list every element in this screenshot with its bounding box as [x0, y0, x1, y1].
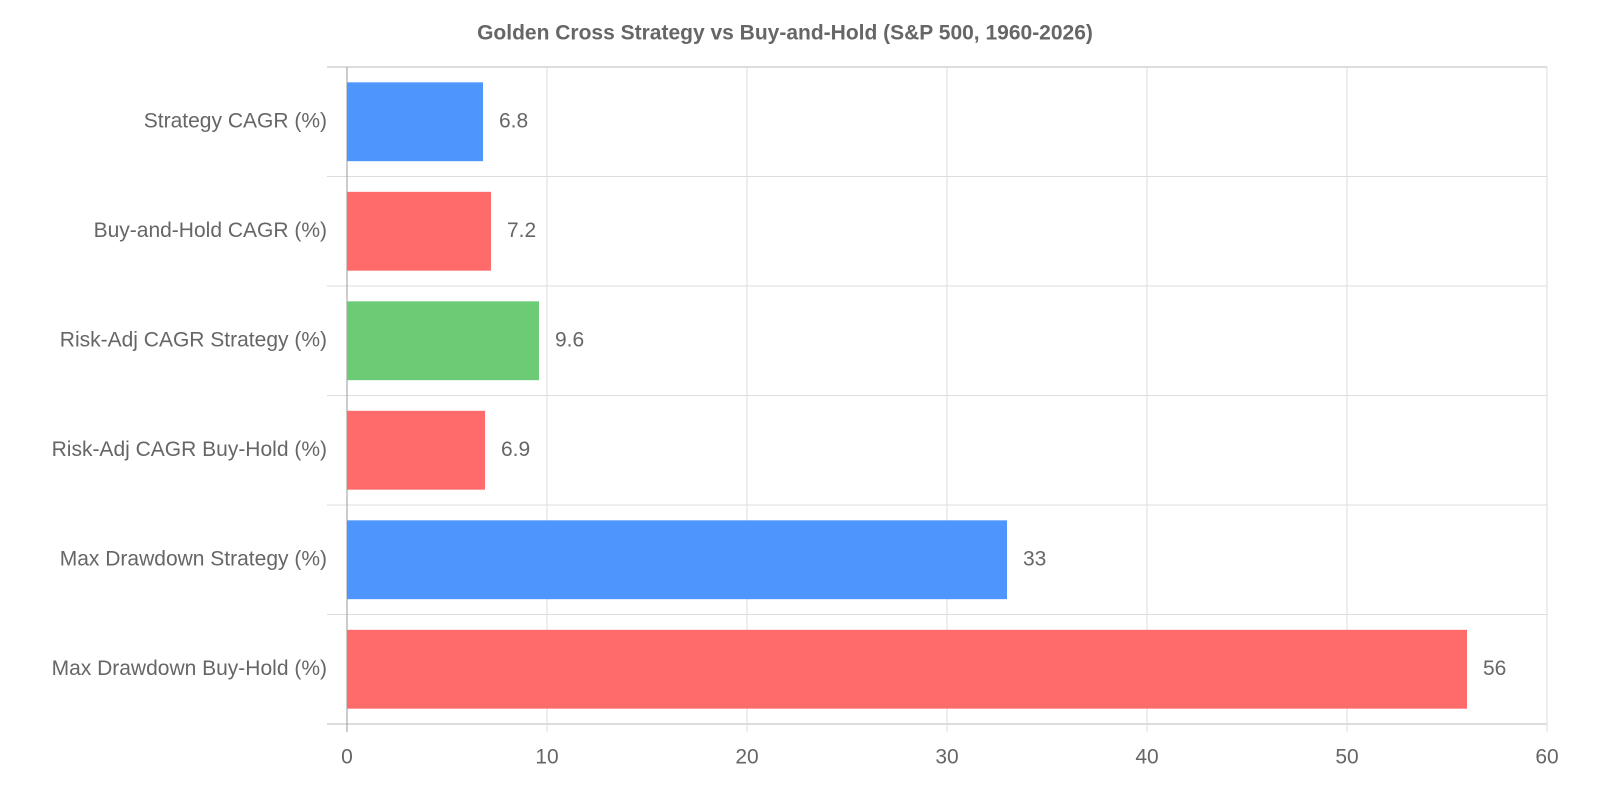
y-tick-label: Max Drawdown Strategy (%) — [60, 547, 327, 570]
value-label: 9.6 — [555, 328, 584, 351]
x-tick-label: 20 — [735, 746, 758, 769]
y-tick-label: Buy-and-Hold CAGR (%) — [94, 219, 327, 242]
chart-title: Golden Cross Strategy vs Buy-and-Hold (S… — [477, 22, 1093, 45]
y-tick-label: Risk-Adj CAGR Strategy (%) — [60, 328, 327, 351]
x-tick-label: 0 — [341, 746, 353, 769]
x-tick-label: 60 — [1535, 746, 1558, 769]
bar — [347, 301, 539, 381]
value-label: 7.2 — [507, 219, 536, 242]
x-tick-label: 50 — [1335, 746, 1358, 769]
value-label: 56 — [1483, 657, 1506, 680]
x-tick-label: 30 — [935, 746, 958, 769]
y-tick-label: Max Drawdown Buy-Hold (%) — [52, 657, 327, 680]
bar — [347, 191, 491, 271]
y-tick-label: Strategy CAGR (%) — [144, 109, 327, 132]
x-tick-label: 40 — [1135, 746, 1158, 769]
x-tick-label: 10 — [535, 746, 558, 769]
value-label: 6.8 — [499, 109, 528, 132]
bar — [347, 82, 483, 162]
bar — [347, 410, 485, 490]
bar — [347, 520, 1007, 600]
value-label: 33 — [1023, 547, 1046, 570]
value-label: 6.9 — [501, 438, 530, 461]
bar — [347, 629, 1467, 709]
y-tick-label: Risk-Adj CAGR Buy-Hold (%) — [52, 438, 327, 461]
